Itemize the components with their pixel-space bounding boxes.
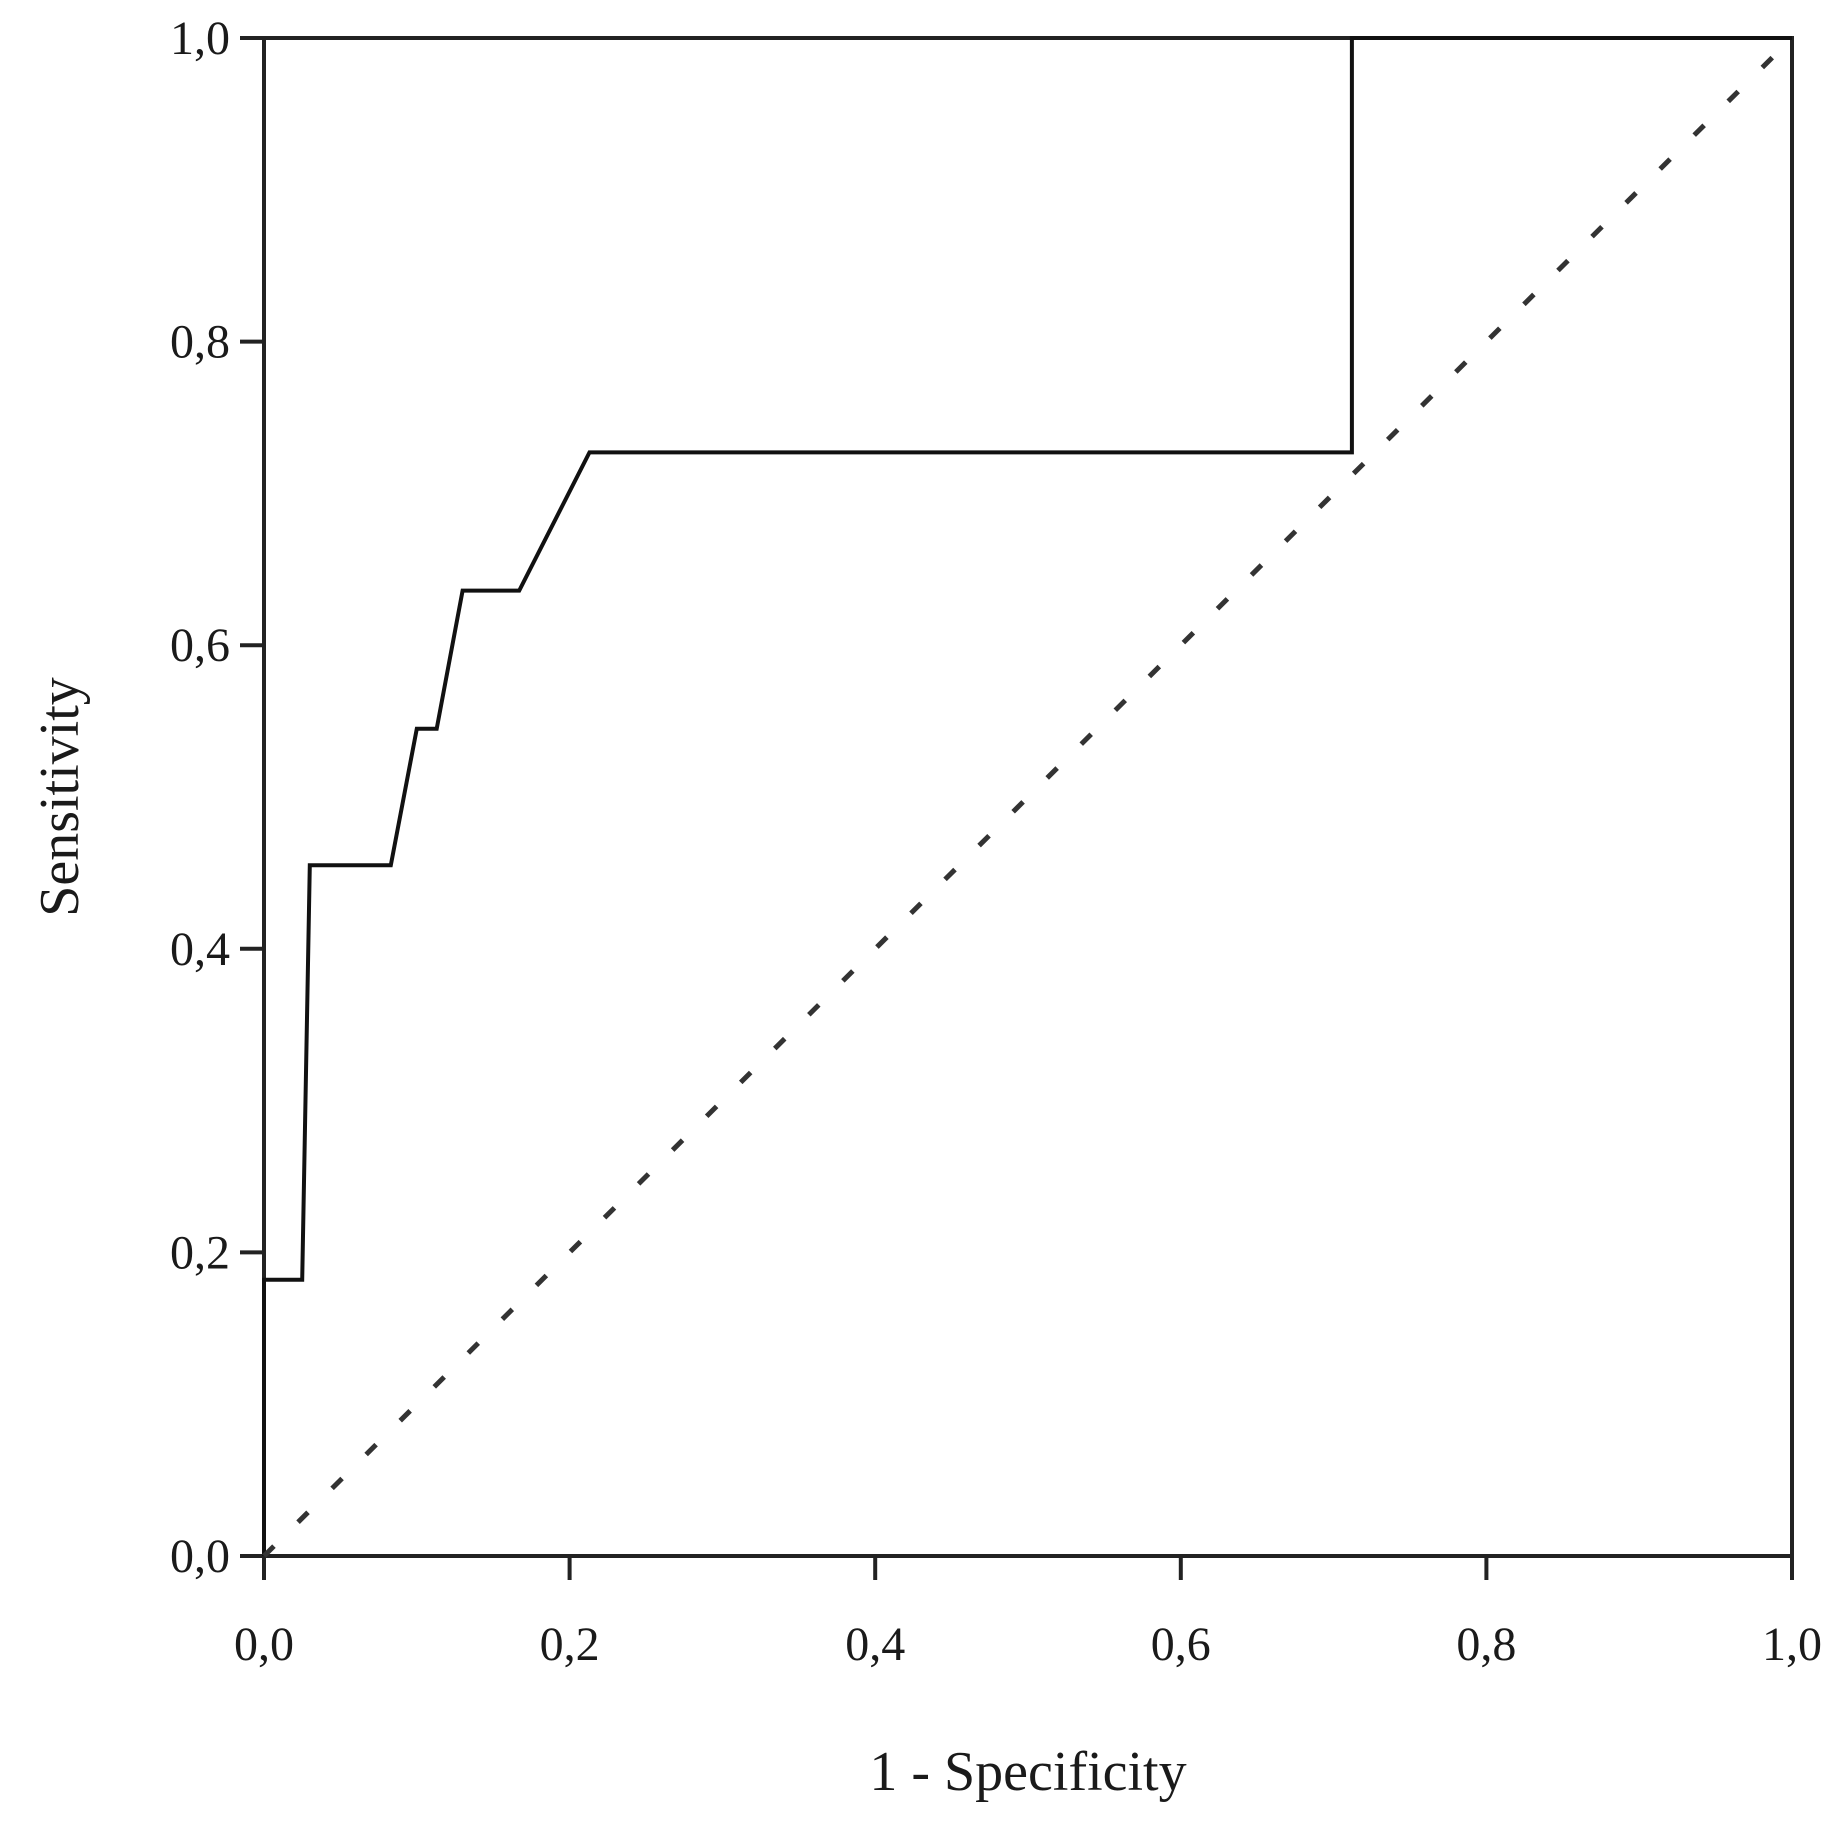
y-tick-label: 0,4: [170, 923, 230, 976]
x-axis-label: 1 - Specificity: [869, 1741, 1186, 1803]
y-tick-label: 0,6: [170, 619, 230, 672]
x-tick-label: 0,6: [1151, 1618, 1211, 1671]
series-layer: [262, 36, 1794, 1558]
x-tick-label: 0,2: [540, 1618, 600, 1671]
reference-diagonal-line: [262, 36, 1794, 1558]
y-tick-label: 1,0: [170, 12, 230, 65]
roc-curve-line: [262, 36, 1792, 1556]
ticks-layer: 0,0 0,2 0,4 0,6 0,8 1,0 0,0 0,2 0,4 0,6 0,8 1,0: [170, 12, 1822, 1671]
x-tick-label: 1,0: [1762, 1618, 1822, 1671]
plot-frame: [262, 36, 1794, 1558]
x-tick-label: 0,0: [234, 1618, 294, 1671]
x-tick-label: 0,8: [1456, 1618, 1516, 1671]
y-tick-label: 0,0: [170, 1530, 230, 1583]
y-tick-label: 0,8: [170, 316, 230, 369]
x-tick-label: 0,4: [845, 1618, 905, 1671]
y-tick-label: 0,2: [170, 1226, 230, 1279]
y-axis-label: Sensitivity: [29, 677, 91, 917]
